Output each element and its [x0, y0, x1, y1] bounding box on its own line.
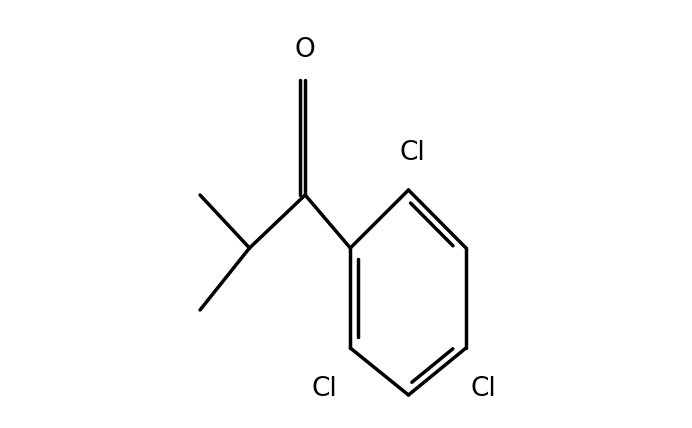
Text: Cl: Cl — [471, 376, 496, 402]
Text: Cl: Cl — [400, 140, 426, 166]
Text: Cl: Cl — [312, 376, 338, 402]
Text: O: O — [295, 37, 316, 63]
